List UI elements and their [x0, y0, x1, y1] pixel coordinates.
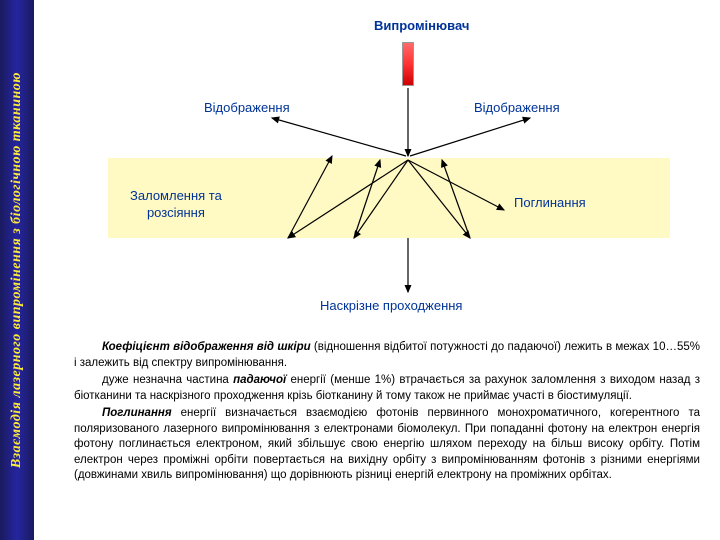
- through-label: Наскрізне проходження: [320, 298, 462, 313]
- sidebar-title: Взаємодія лазерного випромінення з біоло…: [9, 72, 25, 468]
- absorption-label: Поглинання: [514, 195, 586, 210]
- para-1: Коефіцієнт відображення від шкіри (відно…: [74, 340, 700, 371]
- emitter-label: Випромінювач: [374, 18, 469, 33]
- diagram-region: Випромінювач Відображення Відображення З…: [34, 0, 720, 330]
- refraction-label: Заломлення та розсіяння: [130, 188, 222, 222]
- content-area: Випромінювач Відображення Відображення З…: [34, 0, 720, 540]
- p2-pre: дуже незначна частина: [102, 374, 233, 386]
- reflection-left-label: Відображення: [204, 100, 290, 115]
- p1-bold: Коефіцієнт відображення від шкіри: [102, 341, 311, 353]
- para-3: Поглинання енергії визначається взаємоді…: [74, 406, 700, 484]
- para-2: дуже незначна частина падаючої енергії (…: [74, 373, 700, 404]
- body-text: Коефіцієнт відображення від шкіри (відно…: [74, 340, 700, 486]
- refraction-line2: розсіяння: [147, 205, 205, 220]
- reflection-right-label: Відображення: [474, 100, 560, 115]
- p2-bold: падаючої: [233, 374, 286, 386]
- emitter-shape: [402, 42, 414, 86]
- sidebar: Взаємодія лазерного випромінення з біоло…: [0, 0, 34, 540]
- refraction-line1: Заломлення та: [130, 188, 222, 203]
- p3-bold: Поглинання: [102, 407, 172, 419]
